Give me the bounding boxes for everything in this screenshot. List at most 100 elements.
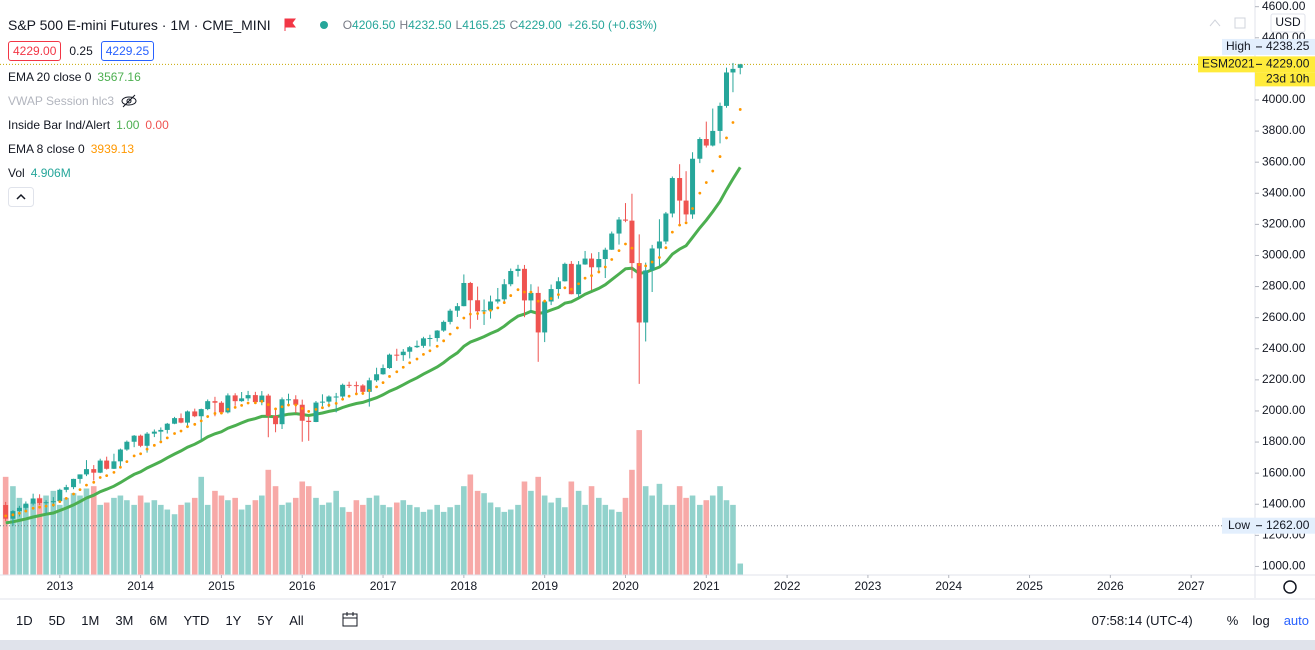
candle-body [521, 268, 527, 301]
change: +26.50 (+0.63%) [567, 18, 658, 32]
volume-bar [588, 486, 595, 575]
indicator-name[interactable]: Vol [8, 166, 25, 180]
candle-body [582, 258, 588, 265]
ema8-dot [112, 470, 116, 474]
candle-body [441, 321, 447, 331]
candle-body [37, 498, 43, 504]
range-button[interactable]: All [289, 612, 304, 628]
y-tick-label: 4600.00 [1262, 0, 1306, 13]
ema8-dot [58, 500, 62, 504]
ema8-dot [718, 155, 722, 158]
volume-bar [434, 504, 440, 575]
indicator-name[interactable]: EMA 8 close 0 [8, 142, 85, 156]
date-range-icon[interactable] [340, 610, 360, 630]
flag-icon[interactable] [283, 18, 297, 32]
ema8-dot [691, 207, 694, 210]
candle-body [43, 502, 49, 504]
volume-bar [77, 495, 83, 575]
candle-body [467, 282, 473, 301]
ask[interactable]: 4229.25 [100, 41, 155, 61]
ema8-dot [684, 221, 688, 225]
volume-bar [10, 486, 16, 575]
ema8-dot [482, 311, 486, 315]
range-button[interactable]: 1M [81, 612, 100, 628]
axis-option[interactable]: auto [1283, 612, 1309, 628]
ohlc-key: H [399, 18, 409, 32]
volume-bar [151, 500, 158, 575]
x-tick-label: 2017 [370, 579, 397, 593]
candle-body [636, 263, 642, 323]
volume-bar [70, 493, 77, 575]
volume-bar [608, 509, 615, 575]
volume-bar [144, 502, 150, 575]
volume-bar [380, 504, 386, 575]
candle-body [677, 178, 683, 201]
x-tick-label: 2020 [612, 579, 639, 593]
ema8-dot [51, 503, 55, 507]
volume-bar [521, 481, 528, 575]
axis-option[interactable]: log [1252, 612, 1270, 628]
range-button[interactable]: YTD [183, 612, 210, 628]
ema8-dot [274, 407, 277, 411]
ema8-dot [711, 169, 715, 173]
ohlc-key: O [342, 18, 353, 32]
ema8-dot [664, 246, 668, 250]
volume-bar [252, 500, 259, 575]
indicator-name[interactable]: Inside Bar Ind/Alert [8, 118, 111, 132]
indicator-name[interactable]: EMA 20 close 0 [8, 70, 92, 84]
volume-bar [279, 504, 285, 575]
volume-bar [171, 514, 178, 575]
ohlc: O4206.50 H4232.50 L4165.25 C4229.00 [343, 18, 562, 32]
spread: 0.25 [69, 44, 93, 58]
volume-bar [709, 495, 716, 575]
hidden-icon[interactable] [120, 94, 138, 108]
ema8-dot [658, 256, 661, 259]
collapse-button[interactable] [8, 187, 34, 207]
range-button[interactable]: 1Y [225, 612, 242, 628]
volume-bar [494, 507, 501, 575]
candle-body [158, 429, 164, 432]
ema8-dot [266, 403, 270, 406]
currency: USD [1275, 15, 1301, 29]
ohlc-item: C4229.00 [510, 18, 562, 32]
bid[interactable]: 4229.00 [8, 41, 62, 61]
candle-body [30, 498, 36, 504]
candle-body [643, 270, 649, 323]
maximize-icon [1234, 17, 1246, 29]
ema8-dot [139, 452, 143, 456]
ema8-dot [199, 419, 203, 423]
volume-bar [697, 504, 703, 575]
candle-body [57, 489, 63, 502]
ohlc-item: O4206.50 [343, 18, 396, 32]
candle-body [333, 396, 339, 398]
range-button[interactable]: 3M [115, 612, 134, 628]
high-value: 4238.25 [1266, 39, 1310, 53]
candle-body [164, 423, 170, 430]
candle-body [340, 384, 346, 397]
volume-bar [339, 507, 346, 575]
candle-body [387, 354, 393, 369]
volume-bar [158, 504, 164, 575]
y-tick-label: 2600.00 [1262, 310, 1306, 324]
symbol-title[interactable]: S&P 500 E-mini Futures · 1M · CME_MINI [8, 17, 271, 33]
range-button[interactable]: 6M [149, 612, 168, 628]
ema8-dot [213, 412, 217, 415]
ema8-dot [698, 191, 702, 195]
y-tick-label: 1800.00 [1262, 434, 1306, 448]
ema8-dot [119, 465, 122, 469]
range-button[interactable]: 5D [48, 612, 66, 628]
ema8-dot [92, 480, 96, 484]
candle-body [97, 460, 103, 473]
settings-icon[interactable] [1283, 580, 1297, 594]
volume-bar [319, 504, 326, 575]
candle-body [481, 310, 487, 312]
range-button[interactable]: 5Y [257, 612, 274, 628]
status-dot [319, 21, 328, 29]
indicator-name[interactable]: VWAP Session hlc3 [8, 94, 115, 108]
axis-option[interactable]: % [1226, 612, 1239, 628]
volume-bar [360, 504, 366, 575]
volume-bar [117, 495, 124, 575]
range-button[interactable]: 1D [16, 612, 33, 628]
volume-bar [97, 504, 104, 575]
volume-bar [683, 497, 689, 575]
